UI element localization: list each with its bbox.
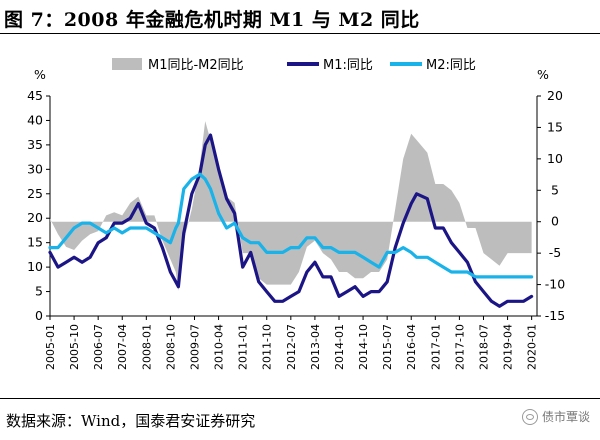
left-tick-label: 0 [35,308,43,323]
x-tick-label: 2006-07 [92,324,105,370]
left-tick-label: 15 [27,235,43,250]
legend: M1同比-M2同比 M1:同比 M2:同比 [112,58,476,73]
x-tick-label: 2016-04 [405,324,418,370]
left-tick-label: 30 [27,161,43,176]
left-axis-label: % [34,67,46,82]
x-tick-label: 2015-07 [381,324,394,370]
series-spread-area [50,121,532,291]
watermark-text: 债市覃谈 [541,410,590,424]
right-axis-label: % [537,67,549,82]
x-tick-label: 2008-10 [164,324,177,370]
right-tick-label: 15 [547,119,563,134]
x-tick-label: 2013-04 [309,324,322,370]
x-tick-label: 2008-01 [140,324,153,370]
x-tick-label: 2012-07 [285,324,298,370]
legend-spread-swatch [112,58,142,70]
right-tick-label: 0 [551,214,559,229]
left-tick-label: 10 [27,259,43,274]
x-tick-label: 2019-04 [502,324,515,370]
x-tick-label: 2005-10 [68,324,81,370]
title-divider [0,33,600,34]
chart: M1同比-M2同比 M1:同比 M2:同比 0 5 10 15 20 25 30 35 40 45% -… [27,58,565,370]
legend-m2-label: M2:同比 [426,58,476,73]
x-tick-label: 2011-10 [261,324,274,370]
x-tick-label: 2005-01 [44,324,57,370]
left-tick-label: 20 [27,210,43,225]
right-tick-label: 5 [551,182,559,197]
legend-spread-label: M1同比-M2同比 [148,58,244,73]
plot-area [48,121,534,308]
x-tick-label: 2018-07 [477,324,490,370]
source-note: 数据来源：Wind，国泰君安证券研究 [6,412,256,430]
left-tick-label: 45 [27,88,43,103]
x-tick-label: 2011-01 [237,324,250,370]
chart-title: 图 7：2008 年金融危机时期 M1 与 M2 同比 [4,9,420,31]
left-tick-label: 5 [35,284,43,299]
series-m1-line [48,133,534,308]
x-tick-label: 2009-07 [188,324,201,370]
series-m2-line [48,172,534,279]
x-tick-label: 2014-10 [357,324,370,370]
right-tick-label: -15 [545,308,565,323]
watermark: 债市覃谈 [521,408,590,425]
right-tick-label: -10 [545,277,565,292]
footer-divider [0,398,600,399]
x-tick-label: 2010-04 [213,324,226,370]
right-tick-label: 20 [547,88,563,103]
x-tick-label: 2014-01 [333,324,346,370]
x-tick-label: 2017-01 [429,324,442,370]
wechat-icon [521,408,538,425]
x-tick-label: 2020-01 [526,324,539,370]
legend-m1-label: M1:同比 [323,58,373,73]
x-tick-label: 2017-10 [453,324,466,370]
right-tick-label: -5 [549,245,561,260]
right-tick-label: 10 [547,151,563,166]
left-tick-label: 40 [27,112,43,127]
left-tick-label: 35 [27,137,43,152]
x-tick-label: 2007-04 [116,324,129,370]
axes: 0 5 10 15 20 25 30 35 40 45% -15 -10 -5 0 5 10 15 20% 2005… [27,67,565,370]
title-bar: 图 7：2008 年金融危机时期 M1 与 M2 同比 [0,0,600,34]
left-tick-label: 25 [27,186,43,201]
